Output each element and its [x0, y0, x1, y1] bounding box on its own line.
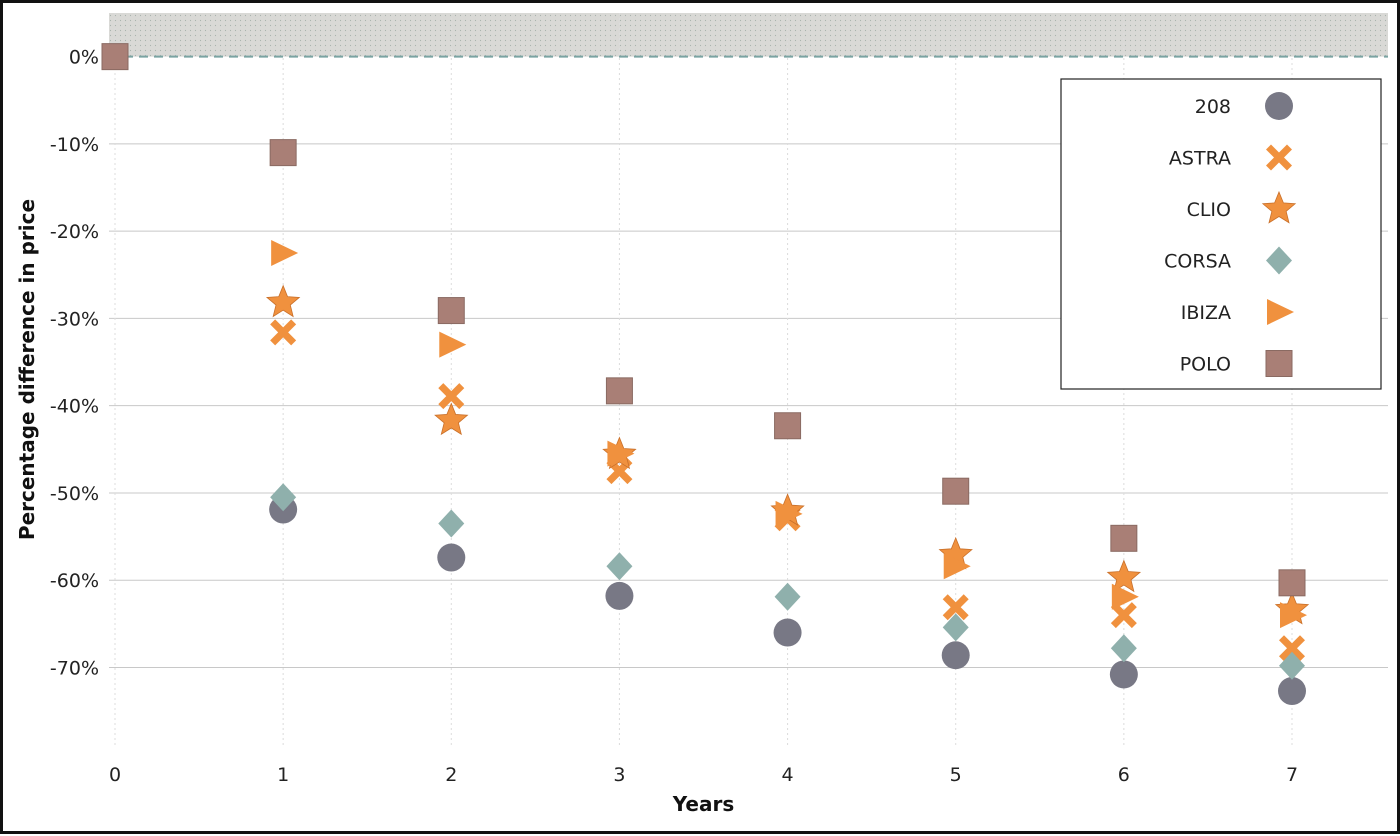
- x-tick-label: 7: [1286, 764, 1298, 786]
- legend-label: 208: [1195, 96, 1231, 118]
- y-tick-label: -50%: [50, 483, 99, 505]
- point-clio-year-2: [434, 402, 469, 436]
- legend-label: POLO: [1180, 354, 1231, 376]
- x-tick-label: 3: [613, 764, 625, 786]
- point-ibiza-year-3: [607, 440, 635, 467]
- point-corsa-year-7: [1279, 651, 1305, 680]
- scatter-chart: 0% -10% -20% -30% -40% -50% -60% -70% 0 1 2 3 4 5 6 7 Y…: [15, 13, 1388, 816]
- point-astra-year-6: [1110, 602, 1137, 629]
- legend-item-astra: ASTRA: [1169, 144, 1292, 171]
- point-corsa-year-3: [606, 552, 633, 581]
- legend-swatch-ibiza: [1267, 299, 1294, 325]
- legend-label: ASTRA: [1169, 148, 1231, 170]
- point-polo-year-7: [1278, 569, 1306, 597]
- point-corsa-year-4: [774, 582, 801, 611]
- legend-label: CORSA: [1164, 251, 1231, 273]
- legend-label: IBIZA: [1181, 302, 1231, 324]
- y-tick-label: 0%: [69, 47, 99, 69]
- point-ibiza-year-4: [775, 500, 803, 527]
- point-polo-year-6: [1110, 524, 1138, 552]
- legend-item-ibiza: IBIZA: [1181, 299, 1294, 325]
- legend-label: CLIO: [1187, 199, 1231, 221]
- legend-item-clio: CLIO: [1187, 190, 1297, 224]
- point-208-year-2: [437, 543, 466, 572]
- point-ibiza-year-5: [943, 553, 971, 580]
- y-tick-label: -20%: [50, 221, 99, 243]
- point-208-year-7: [1278, 677, 1306, 706]
- point-208-year-5: [941, 641, 970, 670]
- tick-label-layer: 0% -10% -20% -30% -40% -50% -60% -70% 0 1 2 3 4 5 6 7: [50, 47, 1298, 786]
- y-tick-label: -60%: [50, 570, 99, 592]
- y-tick-label: -10%: [50, 134, 99, 156]
- point-astra-year-1: [270, 319, 297, 346]
- point-polo-year-4: [774, 412, 802, 440]
- legend-swatch-corsa: [1266, 246, 1292, 275]
- point-208-year-3: [605, 581, 634, 610]
- legend-swatch-polo: [1265, 350, 1293, 377]
- point-clio-year-1: [265, 284, 301, 318]
- point-corsa-year-6: [1110, 634, 1137, 663]
- legend: 208 ASTRA CLIO CORSA IBIZA POLO: [1060, 78, 1382, 390]
- legend-item-208: 208: [1195, 92, 1293, 120]
- point-208-year-4: [773, 618, 802, 647]
- point-ibiza-year-1: [271, 239, 299, 266]
- legend-item-polo: POLO: [1180, 350, 1293, 377]
- legend-item-corsa: CORSA: [1164, 246, 1292, 275]
- point-ibiza-year-2: [439, 331, 467, 358]
- point-polo-year-1: [269, 139, 297, 167]
- series-208: [269, 495, 1306, 706]
- point-ibiza-year-7: [1280, 602, 1307, 629]
- point-polo-year-5: [942, 477, 970, 505]
- shaded-band: [109, 13, 1388, 57]
- legend-swatch-208: [1265, 92, 1293, 120]
- point-ibiza-year-6: [1111, 583, 1139, 610]
- series-ibiza: [271, 239, 1307, 629]
- data-mark-layer: [101, 43, 1310, 706]
- point-208-year-6: [1109, 660, 1138, 689]
- point-clio-year-6: [1106, 559, 1142, 593]
- x-tick-label: 1: [277, 764, 289, 786]
- point-astra-year-2: [438, 383, 465, 410]
- y-tick-label: -70%: [50, 657, 99, 679]
- shaded-band-layer: [109, 13, 1388, 57]
- point-corsa-year-5: [942, 613, 969, 642]
- x-tick-label: 2: [445, 764, 457, 786]
- point-polo-year-0: [101, 43, 129, 71]
- series-corsa: [270, 483, 1305, 680]
- x-tick-label: 6: [1118, 764, 1130, 786]
- legend-swatch-astra: [1266, 144, 1292, 171]
- y-axis-title: Percentage difference in price: [15, 199, 39, 540]
- x-axis-title: Years: [672, 792, 734, 816]
- y-tick-label: -30%: [50, 308, 99, 330]
- point-polo-year-2: [437, 297, 465, 325]
- point-corsa-year-1: [270, 483, 297, 512]
- point-astra-year-7: [1279, 635, 1305, 662]
- y-tick-label: -40%: [50, 396, 99, 418]
- x-tick-label: 5: [950, 764, 962, 786]
- point-polo-year-3: [605, 377, 633, 405]
- x-tick-label: 0: [109, 764, 121, 786]
- point-corsa-year-2: [438, 509, 465, 538]
- legend-box: [1060, 78, 1382, 390]
- point-astra-year-5: [942, 594, 969, 621]
- x-tick-label: 4: [782, 764, 794, 786]
- series-polo: [101, 43, 1306, 597]
- legend-swatch-clio: [1261, 190, 1297, 224]
